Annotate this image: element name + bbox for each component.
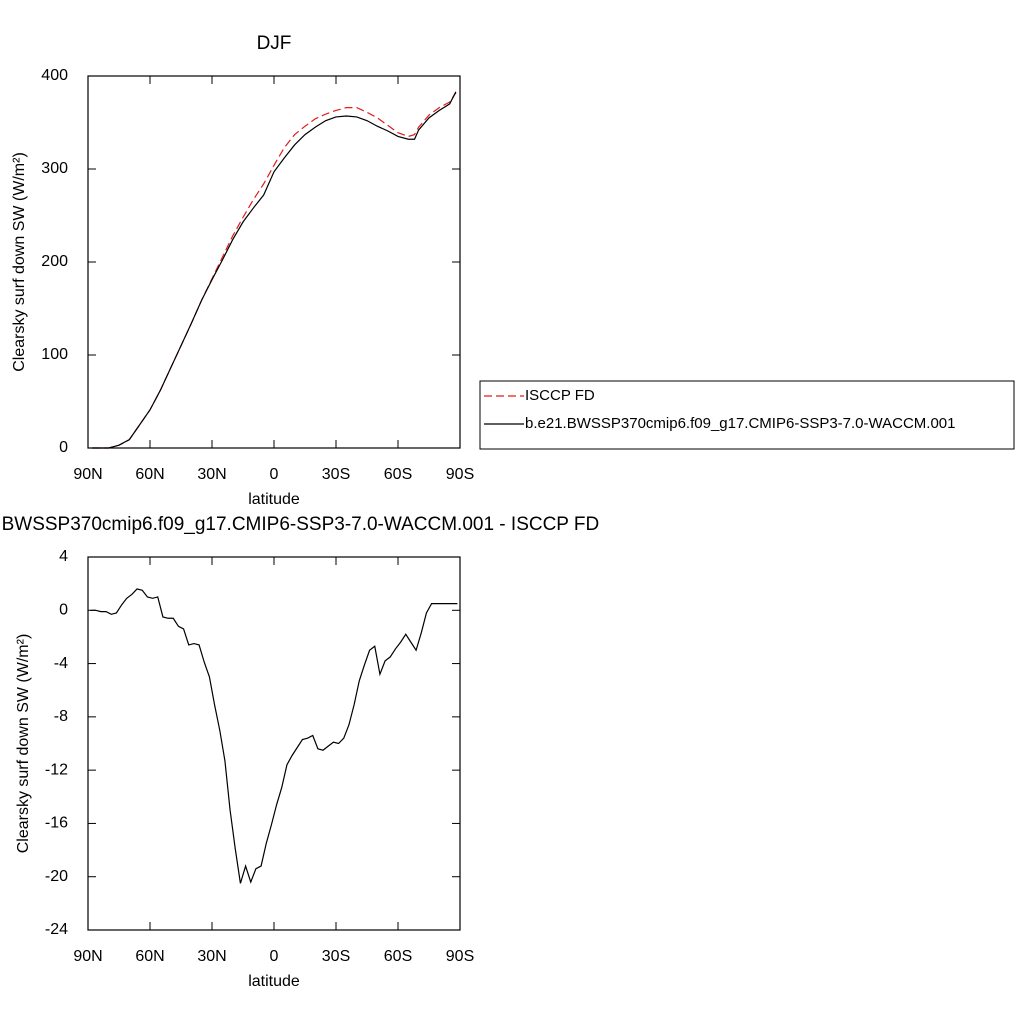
y-tick-label: -24 bbox=[45, 921, 68, 938]
y-tick-label: 100 bbox=[41, 346, 68, 363]
y-tick-label: -16 bbox=[45, 815, 68, 832]
x-tick-label: 90N bbox=[73, 948, 102, 965]
line-series bbox=[92, 91, 457, 449]
legend-label: b.e21.BWSSP370cmip6.f09_g17.CMIP6-SSP3-7… bbox=[525, 415, 955, 432]
x-tick-label: 0 bbox=[270, 948, 279, 965]
x-tick-label: 0 bbox=[270, 466, 279, 483]
y-tick-label: 0 bbox=[59, 602, 68, 619]
x-tick-label: 90S bbox=[446, 466, 474, 483]
y-tick-label: -8 bbox=[54, 708, 68, 725]
chart-title: b.e21.BWSSP370cmip6.f09_g17.CMIP6-SSP3-7… bbox=[0, 514, 599, 535]
x-tick-label: 60S bbox=[384, 466, 412, 483]
y-tick-label: 200 bbox=[41, 253, 68, 270]
x-axis-label: latitude bbox=[248, 491, 300, 508]
line-series bbox=[90, 588, 458, 884]
x-tick-label: 60S bbox=[384, 948, 412, 965]
y-tick-label: 0 bbox=[59, 439, 68, 456]
x-tick-label: 60N bbox=[135, 948, 164, 965]
y-tick-label: 4 bbox=[59, 548, 68, 565]
y-tick-label: -4 bbox=[54, 655, 68, 672]
x-tick-label: 60N bbox=[135, 466, 164, 483]
y-tick-label: 300 bbox=[41, 160, 68, 177]
chart-title: DJF bbox=[257, 33, 292, 54]
x-tick-label: 90S bbox=[446, 948, 474, 965]
x-axis-label: latitude bbox=[248, 973, 300, 990]
plot-frame bbox=[87, 556, 461, 931]
x-tick-label: 90N bbox=[73, 466, 102, 483]
y-axis-label: Clearsky surf down SW (W/m²) bbox=[15, 634, 32, 854]
line-series bbox=[92, 92, 457, 449]
x-tick-label: 30N bbox=[197, 948, 226, 965]
y-tick-label: -20 bbox=[45, 868, 68, 885]
legend-label: ISCCP FD bbox=[525, 387, 595, 404]
plot-frame bbox=[87, 75, 461, 449]
legend-box bbox=[479, 380, 1015, 450]
y-tick-label: 400 bbox=[41, 67, 68, 84]
x-tick-label: 30S bbox=[322, 948, 350, 965]
x-tick-label: 30N bbox=[197, 466, 226, 483]
y-axis-label: Clearsky surf down SW (W/m²) bbox=[11, 152, 28, 372]
y-tick-label: -12 bbox=[45, 761, 68, 778]
x-tick-label: 30S bbox=[322, 466, 350, 483]
